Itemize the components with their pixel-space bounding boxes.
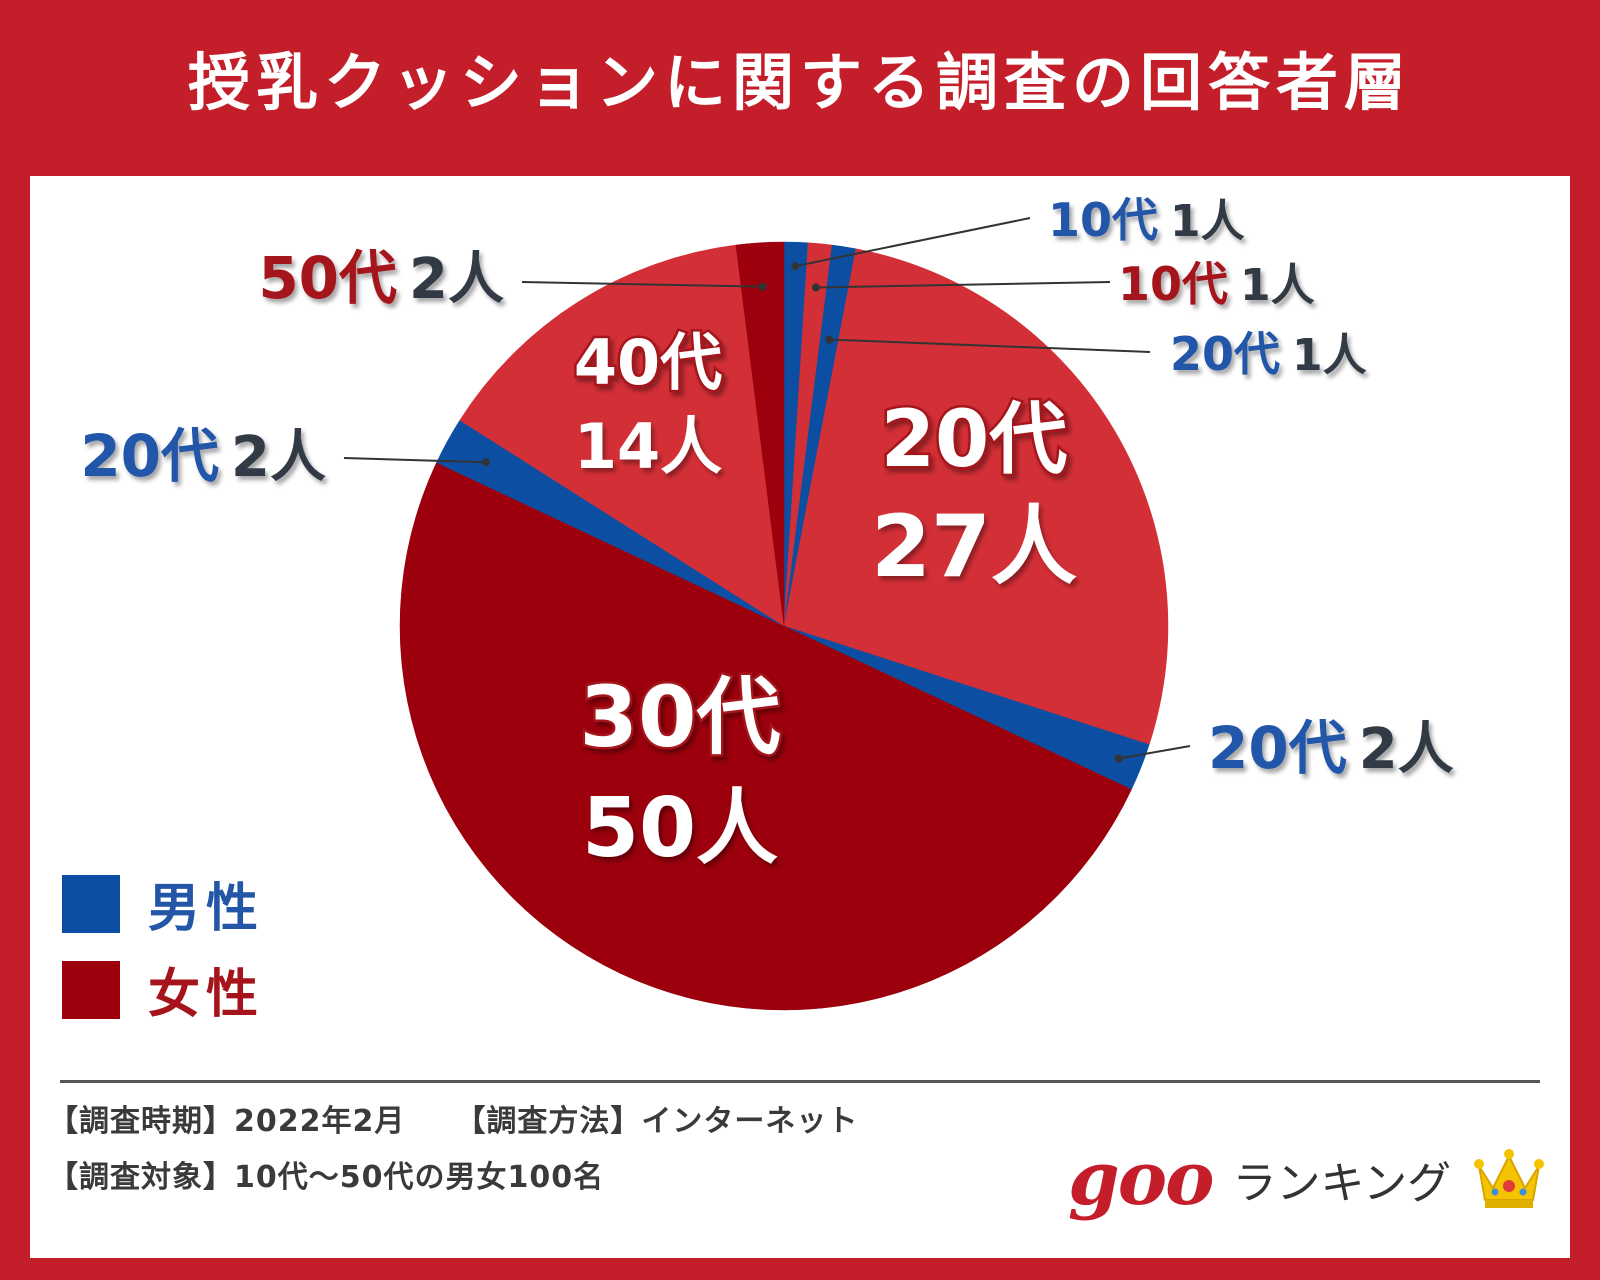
- leader-dot: [1114, 754, 1123, 763]
- legend-item-female: 女性: [62, 952, 264, 1027]
- page-title: 授乳クッションに関する調査の回答者層: [187, 46, 1412, 119]
- slice-label-count: 2人: [231, 425, 326, 490]
- slice-label-count: 2人: [409, 247, 504, 312]
- legend-item-male: 男性: [62, 866, 264, 941]
- slice-label-age: 50代: [258, 244, 397, 312]
- pie-slice-female-50s: [735, 241, 785, 627]
- brand-logo: goo ランキング: [1068, 1136, 1545, 1222]
- slice-label-count: 1人: [1292, 330, 1367, 381]
- slice-label-age: 20代: [1170, 327, 1280, 381]
- slice-label-age: 40代: [574, 326, 722, 399]
- chart-panel: 10代 1人 10代 1人 20代 1人 20代 2人 20代 2人 50代 2人 20代 27人 30代 5…: [30, 176, 1570, 1258]
- survey-period: 【調査時期】2022年2月: [48, 1104, 406, 1139]
- slice-label-count: 1人: [1240, 260, 1315, 311]
- leader-line: [815, 281, 1111, 289]
- leader-dot: [811, 283, 820, 292]
- leader-line: [829, 338, 1151, 353]
- slice-label-age: 10代: [1048, 193, 1158, 247]
- slice-label: 20代 2人: [1208, 714, 1454, 782]
- leader-dot: [791, 262, 800, 271]
- slice-label-age: 10代: [1118, 257, 1228, 311]
- slice-label: 10代 1人: [1048, 193, 1245, 247]
- leader-line: [521, 281, 763, 288]
- slice-label-age: 20代: [80, 422, 219, 490]
- slice-label-count: 2人: [1359, 717, 1454, 782]
- pie-slice-male-20s: [783, 625, 1150, 790]
- pie-slices: [400, 241, 1169, 1010]
- footer-divider: [60, 1080, 1540, 1083]
- leader-line: [343, 457, 487, 464]
- pie-slice-female-30s: [400, 463, 1131, 1010]
- slice-label-count: 1人: [1170, 196, 1245, 247]
- leader-dot: [482, 458, 491, 467]
- pie-slice-female-40s: [459, 244, 785, 627]
- legend-swatch-male: [62, 874, 120, 933]
- pie-slice-female-20s: [783, 248, 1169, 745]
- survey-method: 【調査方法】インターネット: [455, 1104, 859, 1139]
- leader-lines: [343, 217, 1191, 763]
- survey-target: 【調査対象】10代〜50代の男女100名: [48, 1160, 605, 1195]
- slice-label-count: 50人: [582, 781, 778, 876]
- slice-label-count: 27人: [871, 497, 1077, 597]
- crown-icon: [1474, 1149, 1545, 1208]
- goo-logo: goo: [1068, 1136, 1214, 1222]
- brand-name: ランキング: [1232, 1158, 1452, 1209]
- slice-label-age: 20代: [881, 395, 1068, 485]
- slice-label-age: 20代: [1208, 714, 1347, 782]
- slice-label-count: 14人: [574, 410, 722, 483]
- leader-line: [1118, 745, 1191, 760]
- legend-label-female: 女性: [148, 965, 265, 1025]
- legend-label-male: 男性: [148, 879, 265, 939]
- legend-swatch-female: [62, 960, 120, 1019]
- slice-label: 20代 1人: [1170, 327, 1367, 381]
- slice-label: 20代 2人: [80, 422, 326, 490]
- leader-dot: [825, 335, 834, 344]
- leader-dot: [758, 282, 767, 291]
- slice-label-age: 30代: [580, 668, 781, 766]
- slice-label: 10代 1人: [1118, 257, 1315, 311]
- footer-row-1: 【調査時期】2022年2月 【調査方法】インターネット: [48, 1096, 858, 1140]
- leader-line: [795, 217, 1031, 268]
- slice-label: 50代 2人: [258, 244, 504, 312]
